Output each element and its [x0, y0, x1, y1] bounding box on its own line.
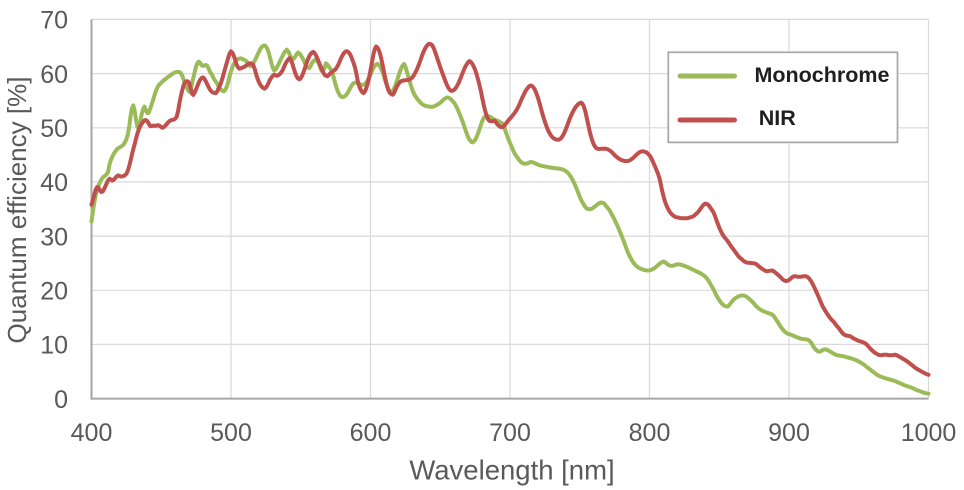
svg-text:Quantum efficiency [%]: Quantum efficiency [%] [2, 77, 32, 344]
svg-text:10: 10 [40, 332, 68, 360]
svg-text:600: 600 [350, 419, 392, 447]
svg-text:40: 40 [40, 169, 68, 197]
svg-text:0: 0 [54, 386, 68, 414]
svg-text:Monochrome: Monochrome [755, 63, 890, 87]
svg-text:400: 400 [71, 419, 113, 447]
svg-text:Wavelength [nm]: Wavelength [nm] [409, 455, 614, 486]
svg-text:700: 700 [489, 419, 531, 447]
svg-text:1000: 1000 [901, 419, 957, 447]
svg-text:900: 900 [768, 419, 810, 447]
svg-text:70: 70 [40, 7, 68, 35]
svg-text:800: 800 [629, 419, 671, 447]
svg-text:NIR: NIR [759, 106, 797, 130]
svg-text:60: 60 [40, 61, 68, 89]
svg-text:50: 50 [40, 115, 68, 143]
svg-text:30: 30 [40, 223, 68, 251]
svg-text:500: 500 [210, 419, 252, 447]
svg-text:20: 20 [40, 278, 68, 306]
